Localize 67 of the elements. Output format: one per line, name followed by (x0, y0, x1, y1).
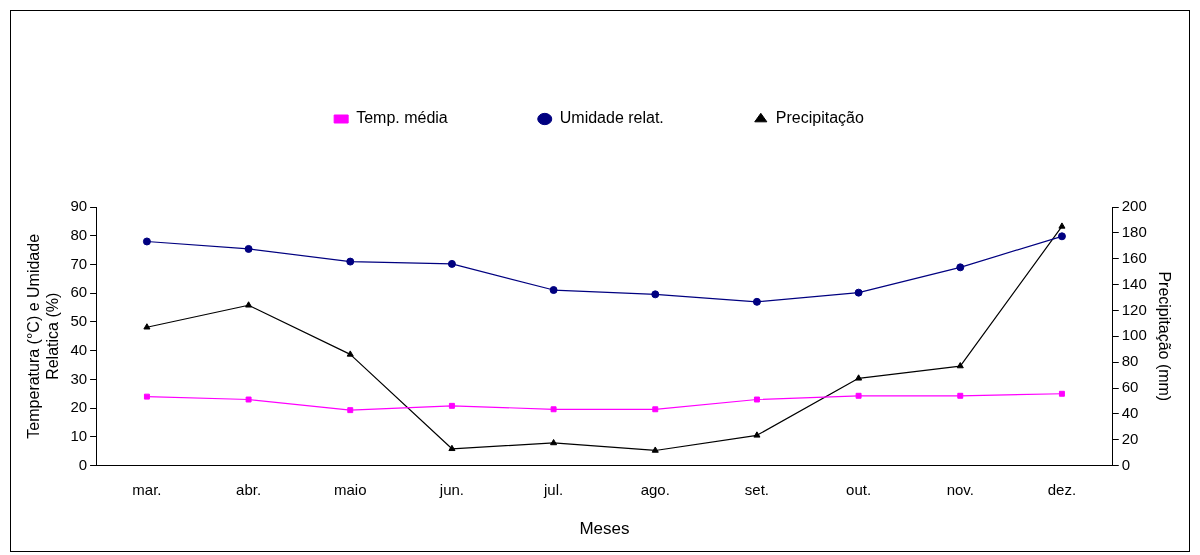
y-tick-label: 0 (78, 455, 88, 473)
point (855, 392, 862, 399)
point (143, 323, 151, 330)
x-tick-label: dez. (1047, 480, 1077, 498)
legend-label: Umidade relat. (559, 109, 664, 127)
x-tick-label: nov. (946, 480, 974, 498)
y-tick-label: 80 (70, 225, 88, 243)
y-tick-label: 10 (70, 427, 88, 445)
y2-tick-label: 80 (1121, 352, 1139, 370)
point (1058, 390, 1065, 397)
legend-label: Temp. média (356, 109, 448, 127)
point (651, 446, 659, 453)
y2-tick-label: 140 (1121, 274, 1147, 292)
x-tick-label: set. (744, 480, 770, 498)
point (142, 237, 151, 246)
y2-tick-label: 180 (1121, 223, 1147, 240)
point (245, 396, 252, 403)
point (346, 257, 355, 266)
point (652, 406, 659, 413)
y-tick-label: 20 (70, 398, 88, 416)
point (549, 286, 558, 295)
point (752, 297, 761, 306)
y2-tick-label: 120 (1121, 300, 1147, 318)
point (753, 396, 760, 403)
x-axis-title: Meses (579, 519, 630, 539)
x-tick-label: mar. (132, 480, 162, 498)
y2-tick-label: 20 (1121, 429, 1139, 447)
x-tick-label: abr. (236, 480, 262, 498)
x-tick-label: jul. (543, 480, 564, 498)
y2-tick-label: 100 (1121, 326, 1147, 344)
point (956, 362, 964, 369)
point (244, 244, 253, 253)
point (143, 393, 150, 400)
y-tick-label: 40 (70, 340, 88, 358)
y2-axis-title: Precipitação (mm) (1155, 271, 1173, 402)
point (1057, 232, 1066, 241)
point (346, 350, 354, 357)
point (448, 402, 455, 409)
y2-tick-label: 0 (1121, 455, 1131, 473)
point (855, 374, 863, 381)
point (245, 301, 253, 308)
point (448, 444, 456, 452)
y-tick-label: 90 (70, 197, 88, 215)
point (753, 431, 761, 438)
point (1058, 222, 1066, 229)
point (854, 288, 863, 297)
y2-tick-label: 40 (1121, 404, 1139, 422)
point (347, 407, 354, 414)
point (447, 259, 456, 268)
x-tick-label: out. (846, 480, 872, 498)
point (550, 438, 558, 446)
point (956, 263, 965, 272)
y2-tick-label: 60 (1121, 378, 1139, 396)
y-tick-label: 30 (70, 369, 88, 387)
legend-label: Precipitação (775, 109, 864, 127)
y-tick-label: 70 (70, 254, 88, 272)
x-tick-label: ago. (640, 480, 670, 498)
y2-tick-label: 160 (1121, 248, 1147, 266)
y-tick-label: 50 (70, 312, 88, 330)
point (957, 392, 964, 399)
y-tick-label: 60 (70, 283, 88, 301)
y-axis-title: Temperatura (°C) e Umidade Relatica (%) (25, 233, 62, 439)
y2-tick-label: 200 (1121, 197, 1147, 215)
x-tick-label: jun. (438, 480, 465, 498)
point (651, 290, 660, 299)
point (550, 406, 557, 413)
x-tick-label: maio (334, 480, 367, 498)
